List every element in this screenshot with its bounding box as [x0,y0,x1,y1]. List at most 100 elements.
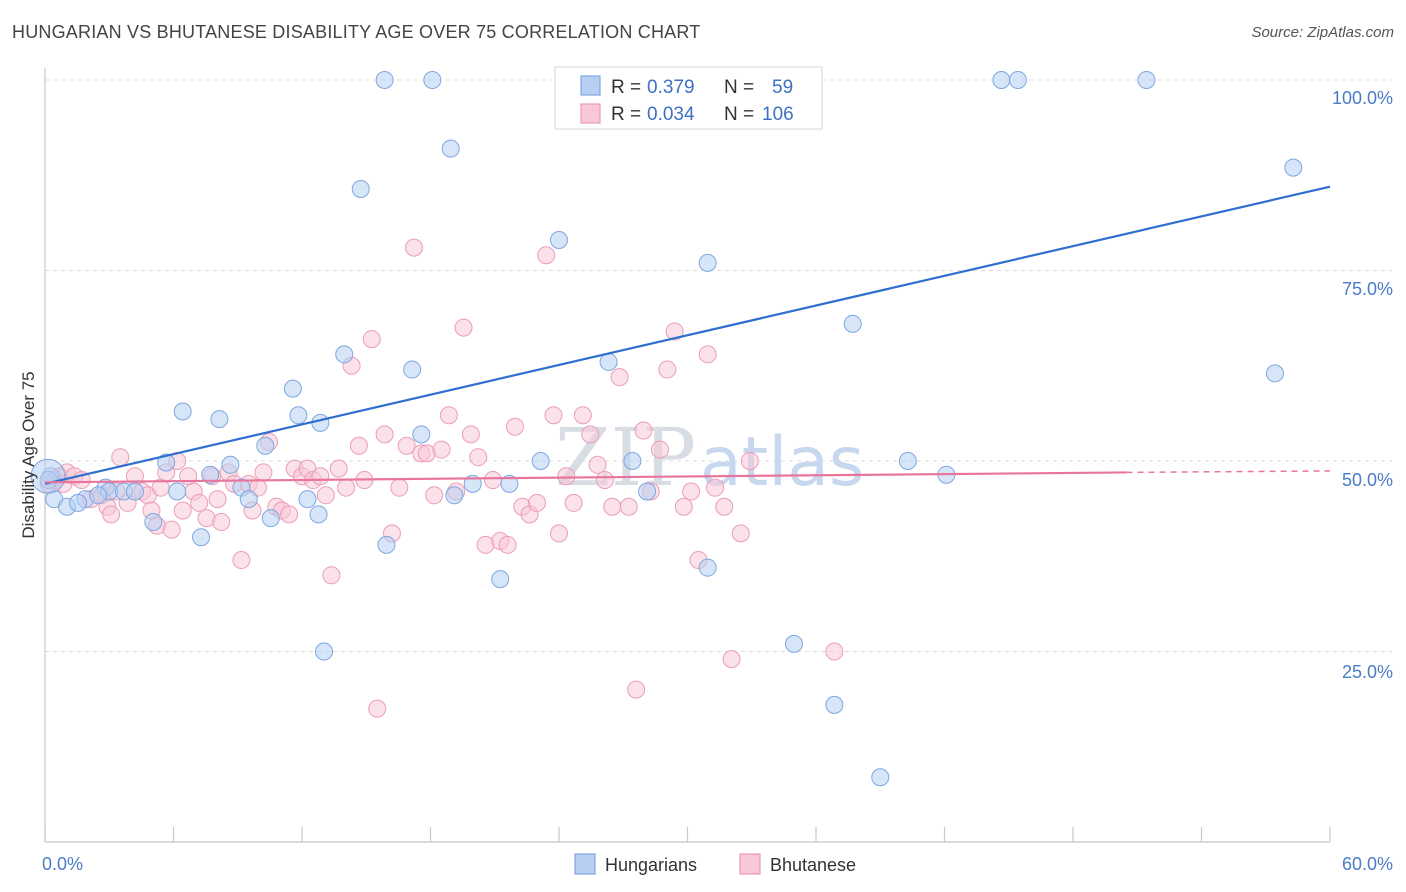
bottom-legend-swatch-bhutanese [739,853,761,875]
hungarian-point [375,71,394,89]
hungarian-point [192,528,211,547]
hungarian-point [992,71,1011,89]
trend-lines [44,185,1331,485]
bhutanese-point [454,318,473,337]
bhutanese-point [498,535,517,554]
hungarian-points [30,71,1303,787]
bhutanese-point [573,406,592,425]
y-axis-label: Disability Age Over 75 [19,371,38,538]
bhutanese-point [527,493,546,512]
y-tick-label: 25.0% [1342,662,1393,682]
bhutanese-point [316,486,335,505]
bhutanese-point [375,425,394,444]
bhutanese-point [439,406,458,425]
hungarian-point [898,452,917,470]
hungarian-point [311,413,330,432]
bhutanese-point [397,436,416,455]
bhutanese-point [111,448,130,467]
x-tick-label: 0.0% [42,854,83,874]
bhutanese-point [715,497,734,516]
bhutanese-point [404,238,423,257]
legend-r-label-2: R = [611,104,641,125]
hungarian-point [623,452,642,470]
hungarian-point [423,71,442,89]
bhutanese-point [173,501,192,520]
legend-r-value-hungarians: 0.379 [647,77,695,98]
y-tick-label: 100.0% [1332,88,1393,108]
bhutanese-point [658,360,677,379]
x-tick-labels: 0.0% 60.0% [42,854,1393,874]
hungarian-point [698,253,717,272]
source-credit: Source: ZipAtlas.com [1251,24,1394,41]
bhutanese-point [740,452,759,470]
hungarian-point [168,482,187,501]
hungarian-point [335,345,354,364]
hungarian-point [500,474,519,493]
bhutanese-point [682,482,701,501]
hungarian-point [441,139,460,158]
bhutanese-point [179,467,198,486]
bhutanese-point [337,478,356,497]
hungarian-point [412,425,431,444]
hungarian-point [210,410,229,429]
hungarian-point [315,642,334,661]
hungarian-point [825,695,844,714]
bhutanese-point [825,642,844,661]
legend-r-label-1: R = [611,77,641,98]
hungarian-point [463,474,482,493]
hungarian-point [256,436,275,455]
bhutanese-point [349,436,368,455]
bhutanese-point [650,440,669,459]
legend-swatch-bhutanese [580,103,601,124]
bhutanese-point [362,330,381,349]
hungarian-point [1265,364,1284,383]
bhutanese-point [610,368,629,387]
bhutanese-point [254,463,273,482]
hungarian-point [69,493,88,512]
bhutanese-point [425,486,444,505]
bhutanese-point [706,478,725,497]
y-tick-labels: 25.0% 50.0% 75.0% 100.0% [1332,88,1393,682]
bhutanese-point [212,512,231,531]
bhutanese-point [280,505,299,524]
hungarian-point [298,490,317,509]
hungarian-point [445,486,464,505]
hungarian-point [1137,71,1156,89]
bhutanese-point [665,322,684,341]
bhutanese-point [461,425,480,444]
y-tick-label: 75.0% [1342,279,1393,299]
bhutanese-point [322,566,341,585]
hungarian-point [221,455,240,474]
hungarian-point [351,179,370,198]
watermark-atlas: atlas [700,423,864,502]
hungarian-trend-line [44,185,1331,485]
hungarian-point [698,558,717,577]
hungarian-point [201,465,220,484]
bhutanese-point [619,497,638,516]
hungarian-point [843,314,862,333]
hungarian-point [30,458,66,494]
hungarian-point [491,570,510,589]
bhutanese-point [162,520,181,539]
hungarian-point [173,402,192,421]
hungarian-point [377,535,396,554]
bhutanese-point [674,497,693,516]
legend-n-value-hungarians: 59 [772,77,793,98]
axes [44,68,1331,843]
legend-n-label-2: N = [724,104,754,125]
hungarian-point [283,379,302,398]
bhutanese-trend-line-extension [1126,470,1331,474]
bhutanese-point [432,440,451,459]
bhutanese-point [329,459,348,478]
bhutanese-point [544,406,563,425]
bhutanese-point [731,524,750,543]
bhutanese-point [537,246,556,265]
hungarian-point [550,231,568,250]
bhutanese-point [588,455,607,474]
bhutanese-trend-line [44,471,1127,484]
legend-n-label-1: N = [724,77,754,98]
bhutanese-point [232,551,251,570]
bhutanese-point [368,699,387,718]
bhutanese-point [634,421,653,440]
hungarian-point [871,768,890,787]
